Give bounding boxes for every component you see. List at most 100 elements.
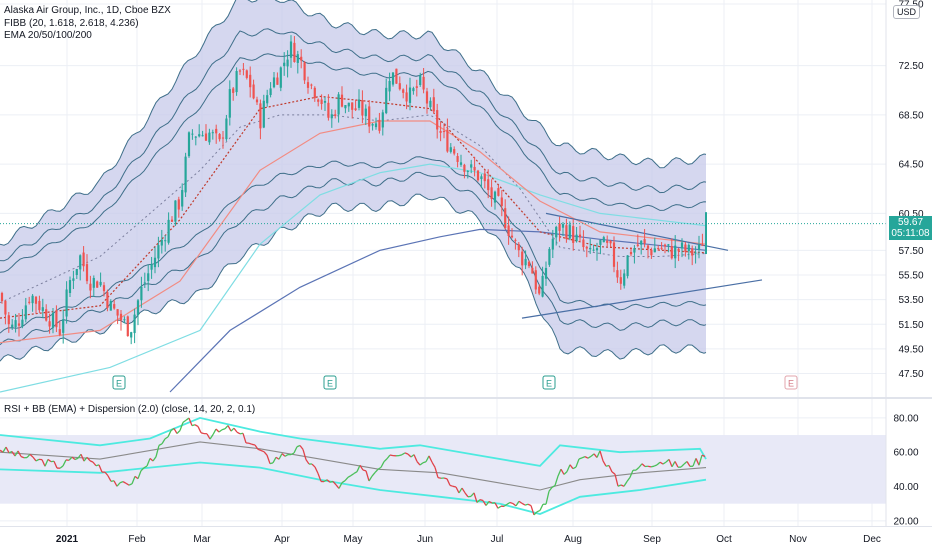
rsi-segment [35, 458, 40, 462]
rsi-segment [122, 481, 127, 484]
rsi-segment [413, 454, 418, 462]
candle-body [262, 100, 265, 128]
earnings-marker-box [112, 375, 126, 390]
rsi-pane[interactable]: 80.00 60.00 40.00 20.00 [0, 399, 932, 527]
rsi-segment [566, 464, 571, 472]
rsi-segment [464, 492, 469, 498]
rsi-segment [347, 474, 352, 478]
candle-body [561, 224, 565, 228]
candle-body [119, 313, 123, 321]
candle-body [62, 319, 65, 333]
time-tick-label: May [344, 534, 363, 545]
candle-body [150, 263, 153, 270]
candle-body [31, 295, 34, 304]
rsi-segment [449, 484, 454, 487]
rsi-segment [695, 458, 700, 466]
rsi-segment [71, 456, 76, 461]
candle-body [313, 87, 316, 99]
candle-body [446, 129, 449, 152]
pane-divider[interactable] [0, 397, 932, 399]
rsi-segment [188, 417, 193, 426]
candle-body [249, 74, 252, 88]
rsi-segment [473, 492, 478, 503]
ema-legend[interactable]: EMA 20/50/100/200 [4, 30, 92, 41]
symbol-title[interactable]: Alaska Air Group, Inc., 1D, Cboe BZX [4, 5, 171, 16]
rsi-segment [608, 465, 613, 473]
candle-body [527, 261, 531, 267]
candle-body [650, 249, 653, 256]
candle-body [368, 106, 371, 127]
rsi-segment [545, 491, 550, 505]
rsi-segment [389, 454, 394, 457]
earnings-marker-box [542, 375, 556, 390]
rsi-segment [455, 486, 460, 494]
trendline [521, 279, 763, 319]
candle-body [123, 319, 126, 321]
currency-badge[interactable]: USD [893, 5, 921, 19]
rsi-segment [401, 452, 406, 456]
rsi-segment [626, 477, 631, 482]
rsi-segment [560, 468, 565, 475]
rsi-segment [281, 453, 286, 457]
candle-body [439, 130, 442, 133]
candle-body [507, 225, 510, 236]
candle-body [589, 247, 592, 250]
rsi-segment [314, 466, 319, 474]
candle-body [174, 200, 177, 222]
rsi-segment [668, 459, 673, 468]
candle-body [28, 301, 31, 303]
rsi-tick-label: 20.00 [893, 516, 918, 526]
rsi-segment [257, 448, 262, 452]
candle-body [225, 118, 228, 140]
candle-body [487, 179, 490, 191]
candle-body [419, 75, 422, 85]
rsi-segment [368, 475, 373, 482]
candle-body [684, 244, 687, 252]
candle-body [126, 316, 129, 337]
candle-body [136, 300, 140, 316]
rsi-segment [200, 432, 205, 435]
rsi-segment [518, 500, 523, 504]
candle-body [449, 147, 452, 152]
rsi-chart[interactable]: 80.00 60.00 40.00 20.00 [0, 399, 932, 527]
candle-body [306, 82, 310, 88]
earnings-marker[interactable]: E [784, 375, 798, 390]
candle-body [300, 56, 303, 61]
candle-body [568, 224, 571, 239]
candle-body [344, 105, 347, 109]
candle-body [323, 100, 327, 103]
rsi-segment [239, 432, 244, 435]
rsi-legend[interactable]: RSI + BB (EMA) + Dispersion (2.0) (close… [4, 404, 255, 417]
candle-body [82, 252, 85, 267]
earnings-marker[interactable]: E [112, 375, 126, 390]
rsi-segment [260, 449, 265, 453]
candle-body [55, 310, 58, 328]
candle-body [694, 252, 697, 254]
price-chart-pane[interactable]: EEEE77.5072.5068.5064.5060.5057.5055.505… [0, 0, 932, 398]
candle-body [160, 239, 163, 246]
rsi-segment [683, 461, 688, 465]
candle-body [606, 240, 609, 243]
earnings-marker-box [784, 375, 798, 390]
price-chart[interactable]: EEEE77.5072.5068.5064.5060.5057.5055.505… [0, 0, 932, 398]
rsi-segment [59, 465, 64, 469]
candle-body [609, 240, 612, 244]
time-axis[interactable]: 2021 Feb Mar Apr May Jun Jul Aug Sep Oct Nov Dec [0, 526, 932, 550]
candle-body [38, 300, 41, 311]
rsi-segment [590, 453, 595, 457]
rsi-segment [437, 477, 442, 479]
candle-body [544, 267, 548, 279]
candle-body [266, 95, 269, 104]
time-tick-label: Sep [643, 534, 661, 545]
rsi-segment [380, 461, 385, 468]
rsi-segment [629, 470, 634, 478]
rsi-segment [311, 463, 316, 468]
rsi-segment [653, 464, 658, 467]
earnings-marker[interactable]: E [542, 375, 556, 390]
rsi-segment [365, 470, 370, 482]
fibb-legend[interactable]: FIBB (20, 1.618, 2.618, 4.236) [4, 17, 139, 29]
candle-body [691, 248, 694, 256]
rsi-segment [572, 466, 577, 470]
earnings-marker[interactable]: E [323, 375, 337, 390]
rsi-segment [557, 468, 562, 477]
